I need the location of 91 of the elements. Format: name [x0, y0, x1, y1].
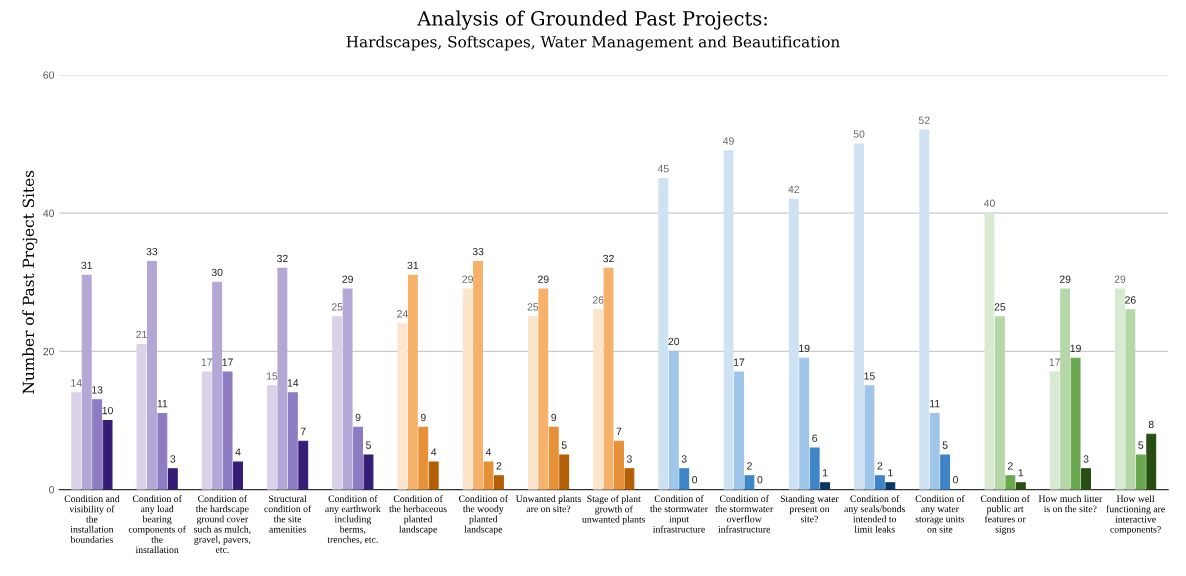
x-tick-label: Condition of public art features or signs	[980, 495, 1030, 535]
data-label: 21	[136, 330, 147, 339]
data-label: 40	[983, 199, 995, 207]
x-tick-label: Standing water present on site?	[780, 495, 839, 523]
data-label: 0	[953, 476, 959, 484]
data-label: 15	[266, 372, 278, 380]
data-label: 13	[92, 386, 103, 394]
data-label: 17	[1049, 358, 1060, 366]
data-label: 17	[734, 358, 745, 366]
data-label: 5	[1138, 441, 1144, 449]
data-label: 11	[157, 400, 168, 408]
chart-subtitle: Hardscapes, Softscapes, Water Management and Beautification	[346, 35, 840, 51]
y-tick-label: 0	[49, 486, 55, 494]
data-label: 1	[823, 469, 828, 477]
data-label: 15	[864, 372, 875, 380]
data-label: 4	[431, 448, 437, 456]
x-tick-label: Stage of plant growth of unwanted plants	[582, 495, 646, 525]
data-label: 2	[1007, 462, 1013, 470]
data-label: 8	[1148, 420, 1154, 429]
data-label: 2	[877, 462, 883, 470]
x-tick-label: Condition of the woody planted landscape	[458, 495, 509, 535]
data-label: 5	[561, 441, 567, 449]
data-label: 49	[723, 137, 734, 145]
data-label: 24	[397, 310, 408, 318]
data-label: 29	[1114, 275, 1126, 283]
data-label: 7	[616, 427, 622, 435]
data-label: 9	[551, 413, 557, 422]
data-label: 32	[603, 254, 614, 263]
data-label: 14	[287, 379, 299, 387]
x-tick-label: Condition of the stormwater overflow infrastructure	[715, 495, 774, 533]
x-tick-label: Unwanted plants are on site?	[515, 495, 581, 513]
data-label: 3	[1083, 455, 1089, 463]
data-label: 31	[81, 261, 92, 270]
x-tick-label: Condition of any load bearing components of the installation	[128, 495, 186, 553]
data-label: 26	[592, 296, 604, 304]
data-label: 9	[355, 413, 361, 422]
data-label: 32	[276, 254, 288, 263]
data-label: 29	[342, 275, 353, 283]
x-tick-label: Condition of any water storage units on site	[915, 495, 965, 533]
data-label: 30	[211, 268, 223, 277]
data-label: 1	[888, 469, 893, 477]
data-label: 17	[201, 358, 212, 366]
data-label: 2	[747, 462, 752, 470]
data-label: 31	[407, 261, 419, 270]
data-label: 7	[300, 427, 306, 435]
data-label: 42	[788, 185, 800, 193]
data-label: 50	[853, 130, 865, 138]
x-tick-label: Condition of any seals/bonds intended to limit leaks	[844, 495, 905, 533]
data-label: 3	[626, 455, 632, 463]
data-label: 52	[918, 116, 930, 124]
x-tick-label: Condition and visibility of the installation boundaries	[64, 495, 120, 543]
x-tick-label: Condition of the hardscape ground cover such as mulch, gravel, pavers, etc.	[194, 495, 251, 553]
data-label: 33	[146, 247, 158, 256]
x-tick-label: Condition of the herbaceous planted landscape	[389, 495, 447, 535]
data-label: 19	[1070, 344, 1081, 353]
x-tick-label: Condition of the stormwater input infrastructure	[650, 495, 708, 533]
data-label: 3	[681, 455, 687, 463]
data-label: 25	[331, 303, 343, 311]
data-label: 4	[485, 448, 492, 456]
data-label: 0	[757, 476, 763, 484]
data-label: 4	[235, 448, 241, 456]
data-label: 29	[1059, 275, 1071, 283]
data-label: 25	[994, 303, 1006, 311]
data-label: 29	[462, 275, 473, 283]
data-label: 5	[366, 441, 371, 449]
x-tick-label: How much litter is on the site?	[1038, 495, 1103, 513]
x-tick-label: How well functioning are interactive components?	[1106, 495, 1165, 535]
x-tick-label: Condition of any earthwork including berms, trenches, etc.	[325, 495, 381, 545]
y-tick-label: 40	[43, 209, 55, 217]
data-label: 14	[71, 379, 82, 387]
chart-title: Analysis of Grounded Past Projects:	[417, 10, 767, 30]
y-tick-label: 20	[43, 347, 55, 356]
data-label: 26	[1125, 296, 1136, 304]
data-label: 17	[222, 358, 233, 366]
y-tick-label: 60	[43, 71, 55, 79]
data-label: 3	[170, 455, 176, 463]
data-label: 9	[420, 413, 426, 422]
data-label: 20	[668, 337, 680, 346]
x-tick-label: Structural condition of the site amenities	[264, 495, 312, 533]
data-label: 19	[799, 344, 810, 353]
data-label: 5	[942, 441, 948, 449]
data-label: 11	[930, 400, 940, 408]
data-label: 45	[657, 165, 669, 173]
data-label: 2	[496, 462, 502, 470]
y-axis-title: Number of Past Project Sites	[22, 170, 38, 394]
data-label: 33	[472, 247, 484, 256]
data-label: 6	[812, 434, 818, 442]
data-label: 0	[692, 476, 698, 484]
data-label: 1	[1018, 469, 1024, 477]
data-label: 10	[102, 406, 113, 415]
data-label: 29	[538, 275, 549, 283]
